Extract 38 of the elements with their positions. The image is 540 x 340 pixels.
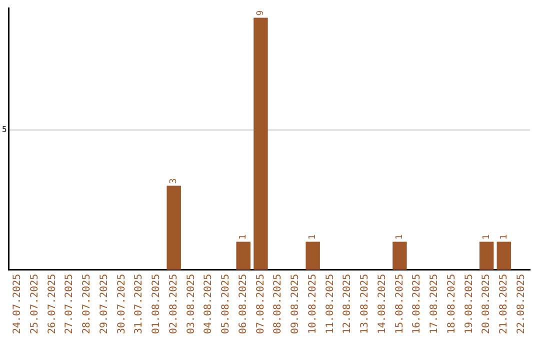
x-tick-label: 01.08.2025 [151,274,162,334]
x-tick-label: 04.08.2025 [203,274,214,334]
x-tick-label: 27.07.2025 [64,274,76,334]
x-tick-label: 09.08.2025 [290,274,302,334]
x-tick-label: 17.08.2025 [429,274,440,334]
data-label: 1 [499,234,510,240]
x-tick-label: 15.08.2025 [394,274,406,334]
x-tick-label: 30.07.2025 [116,274,128,334]
data-label: 1 [308,234,318,240]
x-tick-label: 16.08.2025 [412,274,423,334]
data-label: 1 [238,234,249,240]
x-tick-label: 19.08.2025 [464,274,475,334]
x-tick-label: 26.07.2025 [46,274,58,334]
data-label: 1 [395,234,406,240]
data-label: 3 [169,178,180,184]
x-tick-label: 14.08.2025 [376,274,388,334]
x-tick-label: 25.07.2025 [29,274,40,334]
x-tick-label: 28.07.2025 [82,274,93,334]
x-tick-label: 24.07.2025 [12,274,24,334]
x-tick-label: 21.08.2025 [498,274,510,334]
x-tick-label: 02.08.2025 [168,274,180,334]
x-tick-label: 31.07.2025 [134,274,145,334]
x-tick-label: 20.08.2025 [481,274,492,334]
x-tick-label: 06.08.2025 [238,274,249,334]
data-label: 9 [256,10,266,16]
x-tick-label: 12.08.2025 [342,274,354,334]
data-label: 1 [482,234,492,240]
x-tick-label: 10.08.2025 [307,274,318,334]
x-tick-label: 29.07.2025 [98,274,110,334]
x-tick-label: 11.08.2025 [324,274,336,334]
x-tick-label: 08.08.2025 [272,274,284,334]
x-tick-label: 22.08.2025 [516,274,527,334]
x-tick-label: 13.08.2025 [360,274,371,334]
x-tick-label: 18.08.2025 [446,274,458,334]
x-tick-label: 03.08.2025 [186,274,197,334]
x-tick-label: 05.08.2025 [220,274,232,334]
y-tick-label: 5 [2,124,7,134]
x-tick-label: 07.08.2025 [255,274,266,334]
